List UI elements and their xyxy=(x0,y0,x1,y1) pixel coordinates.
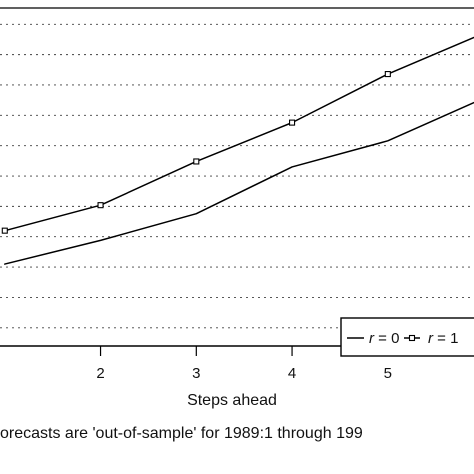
square-marker xyxy=(384,71,391,78)
x-tick-label: 4 xyxy=(288,365,296,382)
x-tick-label: 3 xyxy=(192,365,200,382)
legend-symbol-r0: r xyxy=(369,330,375,347)
square-marker xyxy=(97,202,104,209)
legend-label-r0: r = 0 xyxy=(369,330,399,347)
series-line-0 xyxy=(4,101,474,265)
legend-marker-r1 xyxy=(408,334,416,342)
square-marker xyxy=(193,158,200,165)
x-axis-title: Steps ahead xyxy=(187,392,277,409)
figure-caption: orecasts are 'out-of-sample' for 1989:1 … xyxy=(0,425,363,442)
legend-box xyxy=(340,317,474,357)
square-marker xyxy=(289,119,296,126)
series-layer xyxy=(4,36,474,265)
grid-layer xyxy=(0,23,474,329)
legend-label-r1: r = 1 xyxy=(428,330,458,347)
legend-value-r1: = 1 xyxy=(433,330,458,347)
x-tick-label: 5 xyxy=(384,365,392,382)
x-tick-label: 2 xyxy=(96,365,104,382)
legend-value-r0: = 0 xyxy=(374,330,399,347)
legend-symbol-r1: r xyxy=(428,330,434,347)
series-line-1 xyxy=(4,36,474,232)
marker-layer xyxy=(1,71,391,234)
square-marker xyxy=(1,227,8,234)
